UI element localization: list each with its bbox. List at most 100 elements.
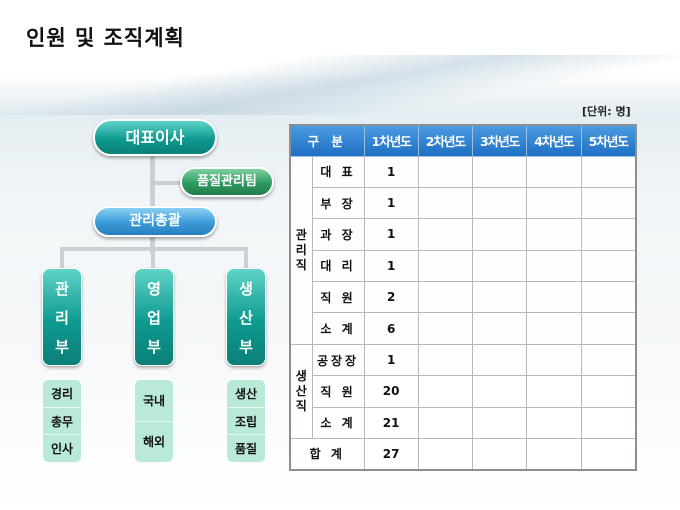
connector (244, 247, 248, 269)
table-row: 직 원 20 (290, 375, 637, 408)
header-year-2: 2차년도 (417, 124, 474, 157)
year-3-value (471, 406, 528, 440)
year-5-value (580, 375, 637, 408)
year-2-value (417, 249, 474, 283)
year-2-value (417, 155, 474, 188)
year-5-value (580, 249, 637, 283)
dept-char: 관 (55, 279, 69, 298)
year-2-value (417, 375, 474, 408)
dept-char: 리 (55, 308, 69, 327)
row-label: 대 표 (311, 155, 365, 188)
row-label: 직 원 (311, 281, 365, 314)
year-3-value (471, 343, 528, 377)
year-5-total (580, 438, 637, 471)
dept-char: 산 (239, 308, 253, 327)
group-char: 리 (295, 242, 307, 257)
year-3-total (471, 438, 528, 471)
table-row: 생 산 직 공장장 1 (289, 343, 637, 440)
row-label: 부 장 (311, 186, 365, 220)
year-1-value: 21 (363, 406, 419, 440)
year-3-value (471, 375, 528, 408)
row-label: 과 장 (311, 218, 365, 251)
year-5-value (580, 406, 637, 440)
dept-char: 업 (147, 308, 161, 327)
year-2-value (417, 343, 474, 377)
unit-label: [단위: 명] (582, 105, 631, 118)
group-char: 관 (295, 227, 307, 242)
connector (150, 150, 155, 210)
year-4-value (526, 343, 582, 377)
year-4-value (526, 406, 582, 440)
group-char: 직 (295, 257, 307, 272)
row-label: 공장장 (311, 343, 365, 377)
ceo-box: 대표이사 (93, 119, 217, 156)
year-2-value (417, 186, 474, 220)
year-3-value (471, 186, 528, 220)
year-5-value (580, 343, 637, 377)
total-label: 합 계 (289, 438, 365, 471)
quality-team-box: 품질관리팀 (180, 167, 274, 197)
general-manager-box: 관리총괄 (93, 206, 217, 237)
year-1-value: 1 (363, 249, 419, 283)
dept-char: 생 (239, 279, 253, 298)
year-1-value: 1 (363, 186, 419, 220)
connector (60, 247, 64, 269)
year-4-value (526, 281, 582, 314)
dept-char: 부 (147, 337, 161, 356)
year-5-value (580, 312, 637, 345)
year-4-value (526, 186, 582, 220)
dept-char: 영 (147, 279, 161, 298)
header-year-4: 4차년도 (526, 124, 582, 157)
year-1-value: 20 (363, 375, 419, 408)
year-3-value (471, 312, 528, 345)
subunit: 총무 (43, 408, 81, 436)
page-title: 인원 및 조직계획 (26, 26, 185, 50)
subunit: 조립 (227, 408, 265, 436)
year-5-value (580, 155, 637, 188)
subunit: 해외 (142, 435, 166, 450)
group-char: 생 (295, 368, 307, 383)
year-3-value (471, 249, 528, 283)
header-year-5: 5차년도 (580, 124, 637, 157)
year-4-value (526, 249, 582, 283)
connector (151, 247, 155, 269)
year-4-value (526, 375, 582, 408)
dept-char: 부 (239, 337, 253, 356)
year-1-value: 1 (363, 155, 419, 188)
header-year-1: 1차년도 (363, 124, 419, 157)
year-3-value (471, 155, 528, 188)
year-1-value: 1 (363, 343, 419, 377)
year-4-value (526, 312, 582, 345)
subunit: 품질 (234, 442, 258, 457)
year-1-value: 1 (363, 218, 419, 251)
group-char: 산 (295, 383, 307, 398)
year-5-value (580, 218, 637, 251)
year-2-total (417, 438, 474, 471)
year-1-value: 6 (363, 312, 419, 345)
year-4-value (526, 218, 582, 251)
year-1-value: 2 (363, 281, 419, 314)
year-1-total: 27 (363, 438, 419, 471)
row-label: 소 계 (311, 406, 365, 440)
group-char: 직 (295, 398, 307, 413)
year-2-value (417, 406, 474, 440)
year-5-value (580, 281, 637, 314)
subunit: 생산 (227, 380, 265, 408)
year-5-value (580, 186, 637, 220)
sales-subunits: 국내 해외 (134, 379, 174, 463)
admin-subunits: 경리 총무 인사 (42, 379, 82, 463)
subunit: 인사 (50, 442, 74, 457)
dept-char: 부 (55, 337, 69, 356)
year-3-value (471, 281, 528, 314)
header-category: 구 분 (289, 124, 365, 157)
